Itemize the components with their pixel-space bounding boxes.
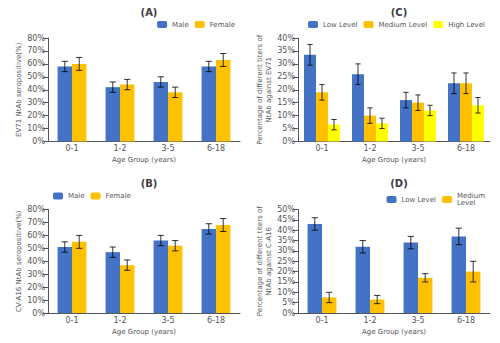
svg-text:30%: 30% (277, 59, 295, 68)
svg-text:Percentage of different titers: Percentage of different titers of (256, 206, 264, 316)
svg-text:3-5: 3-5 (411, 316, 424, 325)
svg-text:0%: 0% (282, 137, 295, 146)
svg-text:(C): (C) (391, 7, 407, 18)
svg-text:30%: 30% (27, 270, 45, 279)
svg-text:3-5: 3-5 (161, 144, 174, 153)
svg-text:0%: 0% (32, 309, 45, 318)
svg-text:6-18: 6-18 (207, 316, 225, 325)
svg-text:Percentage of different titers: Percentage of different titers of (256, 34, 264, 144)
svg-text:Age Group (years): Age Group (years) (112, 328, 176, 336)
svg-text:20%: 20% (277, 267, 295, 276)
svg-text:Medium: Medium (457, 192, 485, 200)
svg-text:Female: Female (106, 192, 131, 200)
svg-text:Male: Male (172, 21, 189, 29)
svg-text:40%: 40% (27, 85, 45, 94)
svg-text:35%: 35% (277, 46, 295, 55)
svg-text:25%: 25% (277, 257, 295, 266)
svg-text:15%: 15% (277, 98, 295, 107)
svg-text:20%: 20% (27, 283, 45, 292)
svg-text:NtAb against C-A16: NtAb against C-A16 (265, 227, 273, 296)
svg-text:6-18: 6-18 (457, 144, 475, 153)
svg-text:60%: 60% (27, 231, 45, 240)
svg-text:6-18: 6-18 (207, 144, 225, 153)
svg-text:70%: 70% (27, 218, 45, 227)
svg-text:0-1: 0-1 (65, 144, 78, 153)
svg-text:30%: 30% (277, 246, 295, 255)
svg-text:50%: 50% (27, 244, 45, 253)
svg-text:Female: Female (210, 21, 235, 29)
svg-text:45%: 45% (277, 215, 295, 224)
svg-text:1-2: 1-2 (113, 316, 126, 325)
svg-text:0%: 0% (282, 309, 295, 318)
svg-text:Low Level: Low Level (402, 196, 437, 204)
svg-text:0-1: 0-1 (315, 316, 328, 325)
svg-text:30%: 30% (27, 98, 45, 107)
svg-text:CV-A16 NtAb seropositive(%): CV-A16 NtAb seropositive(%) (15, 210, 23, 312)
svg-text:50%: 50% (277, 205, 295, 214)
svg-text:25%: 25% (277, 72, 295, 81)
svg-text:40%: 40% (27, 257, 45, 266)
svg-text:20%: 20% (27, 111, 45, 120)
svg-text:Medium Level: Medium Level (379, 21, 428, 29)
svg-text:10%: 10% (27, 124, 45, 133)
svg-text:10%: 10% (27, 296, 45, 305)
svg-text:40%: 40% (277, 226, 295, 235)
svg-text:35%: 35% (277, 236, 295, 245)
svg-text:Age Group (years): Age Group (years) (362, 328, 426, 336)
svg-text:6-18: 6-18 (457, 316, 475, 325)
svg-text:0%: 0% (32, 137, 45, 146)
svg-text:40%: 40% (277, 34, 295, 43)
svg-text:Low Level: Low Level (323, 21, 358, 29)
svg-text:Level: Level (457, 199, 476, 207)
svg-text:1-2: 1-2 (363, 316, 376, 325)
svg-text:60%: 60% (27, 59, 45, 68)
svg-text:0-1: 0-1 (65, 316, 78, 325)
svg-text:NtAb against EV71: NtAb against EV71 (265, 57, 273, 123)
svg-text:0-1: 0-1 (315, 144, 328, 153)
svg-text:High Level: High Level (448, 21, 485, 29)
svg-text:80%: 80% (27, 205, 45, 214)
svg-text:10%: 10% (277, 288, 295, 297)
svg-text:15%: 15% (277, 277, 295, 286)
svg-text:Male: Male (68, 192, 85, 200)
svg-text:3-5: 3-5 (411, 144, 424, 153)
svg-text:(D): (D) (390, 178, 407, 189)
svg-text:1-2: 1-2 (113, 144, 126, 153)
svg-text:Age Group (years): Age Group (years) (362, 156, 426, 164)
svg-text:10%: 10% (277, 111, 295, 120)
svg-text:70%: 70% (27, 46, 45, 55)
svg-text:80%: 80% (27, 34, 45, 43)
svg-text:(B): (B) (141, 178, 158, 189)
svg-text:50%: 50% (27, 72, 45, 81)
svg-text:3-5: 3-5 (161, 316, 174, 325)
svg-text:Age Group (years): Age Group (years) (112, 156, 176, 164)
svg-text:20%: 20% (277, 85, 295, 94)
svg-text:(A): (A) (141, 7, 158, 18)
svg-text:1-2: 1-2 (363, 144, 376, 153)
svg-text:5%: 5% (282, 124, 295, 133)
svg-text:EV71 NtAb seropositive(%): EV71 NtAb seropositive(%) (15, 42, 23, 137)
svg-text:5%: 5% (282, 298, 295, 307)
